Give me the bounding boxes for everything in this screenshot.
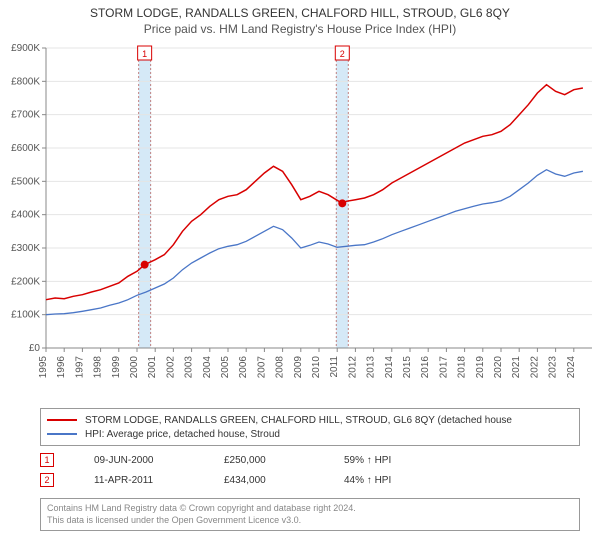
svg-text:2017: 2017 <box>438 356 449 379</box>
svg-text:2010: 2010 <box>311 356 322 379</box>
legend-label: HPI: Average price, detached house, Stro… <box>85 429 280 440</box>
chart-subtitle: Price paid vs. HM Land Registry's House … <box>0 20 600 36</box>
svg-text:2009: 2009 <box>293 356 304 379</box>
event-marker-icon: 1 <box>40 453 54 467</box>
svg-text:£300K: £300K <box>11 243 40 254</box>
footer: Contains HM Land Registry data © Crown c… <box>40 498 580 531</box>
svg-text:2008: 2008 <box>275 356 286 379</box>
events-table: 1 09-JUN-2000 £250,000 59% ↑ HPI 2 11-APR-201… <box>40 450 580 490</box>
svg-text:2004: 2004 <box>202 356 213 379</box>
footer-line2: This data is licensed under the Open Gov… <box>47 515 573 527</box>
svg-text:2020: 2020 <box>493 356 504 379</box>
svg-text:£100K: £100K <box>11 310 40 321</box>
svg-text:2001: 2001 <box>147 356 158 379</box>
footer-line1: Contains HM Land Registry data © Crown c… <box>47 503 573 515</box>
svg-text:2016: 2016 <box>420 356 431 379</box>
svg-text:1: 1 <box>142 49 147 59</box>
svg-text:2022: 2022 <box>529 356 540 379</box>
chart-title: STORM LODGE, RANDALLS GREEN, CHALFORD HI… <box>0 0 600 20</box>
event-date: 09-JUN-2000 <box>94 455 184 466</box>
svg-text:£0: £0 <box>29 343 41 354</box>
svg-text:2000: 2000 <box>129 356 140 379</box>
event-row: 1 09-JUN-2000 £250,000 59% ↑ HPI <box>40 450 580 470</box>
event-date: 11-APR-2011 <box>94 475 184 486</box>
svg-text:1995: 1995 <box>38 356 49 379</box>
svg-text:1998: 1998 <box>93 356 104 379</box>
event-marker-icon: 2 <box>40 473 54 487</box>
svg-text:£200K: £200K <box>11 276 40 287</box>
svg-text:2006: 2006 <box>238 356 249 379</box>
svg-text:£900K: £900K <box>11 43 40 54</box>
svg-text:2024: 2024 <box>566 356 577 379</box>
svg-text:£800K: £800K <box>11 76 40 87</box>
svg-text:£700K: £700K <box>11 110 40 121</box>
svg-text:2002: 2002 <box>165 356 176 379</box>
chart-container: STORM LODGE, RANDALLS GREEN, CHALFORD HI… <box>0 0 600 560</box>
legend-swatch <box>47 419 77 421</box>
legend-label: STORM LODGE, RANDALLS GREEN, CHALFORD HI… <box>85 415 512 426</box>
event-price: £434,000 <box>224 475 304 486</box>
svg-text:1999: 1999 <box>111 356 122 379</box>
svg-text:2014: 2014 <box>384 356 395 379</box>
svg-text:2005: 2005 <box>220 356 231 379</box>
svg-text:2: 2 <box>340 49 345 59</box>
svg-text:£400K: £400K <box>11 210 40 221</box>
svg-text:2003: 2003 <box>184 356 195 379</box>
event-price: £250,000 <box>224 455 304 466</box>
svg-text:2018: 2018 <box>457 356 468 379</box>
event-hpi: 59% ↑ HPI <box>344 455 391 466</box>
legend-row: STORM LODGE, RANDALLS GREEN, CHALFORD HI… <box>47 413 573 427</box>
svg-text:1996: 1996 <box>56 356 67 379</box>
svg-text:2021: 2021 <box>511 356 522 379</box>
svg-text:2012: 2012 <box>347 356 358 379</box>
svg-text:£500K: £500K <box>11 176 40 187</box>
event-hpi: 44% ↑ HPI <box>344 475 391 486</box>
svg-text:2007: 2007 <box>256 356 267 379</box>
price-chart: £0 £100K £200K £300K £400K £500K £600K £700K £80… <box>0 40 600 400</box>
svg-text:2015: 2015 <box>402 356 413 379</box>
legend-row: HPI: Average price, detached house, Stro… <box>47 427 573 441</box>
svg-text:1997: 1997 <box>74 356 85 379</box>
event-row: 2 11-APR-2011 £434,000 44% ↑ HPI <box>40 470 580 490</box>
legend-swatch <box>47 433 77 435</box>
svg-text:£600K: £600K <box>11 143 40 154</box>
svg-text:2019: 2019 <box>475 356 486 379</box>
svg-text:2011: 2011 <box>329 356 340 378</box>
legend: STORM LODGE, RANDALLS GREEN, CHALFORD HI… <box>40 408 580 446</box>
svg-text:2023: 2023 <box>548 356 559 379</box>
svg-text:2013: 2013 <box>366 356 377 379</box>
